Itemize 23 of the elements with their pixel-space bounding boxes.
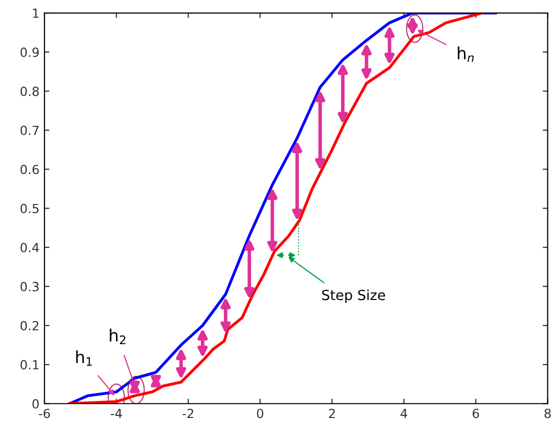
annotation: h$_{2}$: [110, 328, 126, 344]
annotation: h$_{n}$: [458, 46, 474, 62]
x-tick-label: 0: [256, 408, 264, 418]
x-tick-label: 6: [472, 408, 479, 418]
x-tick-label: 8: [544, 408, 551, 418]
y-tick-label: 0: [32, 399, 39, 409]
y-tick-label: 0.2: [20, 320, 38, 330]
y-tick-label: 0.8: [20, 86, 39, 96]
y-tick-label: 0.6: [20, 164, 39, 174]
x-tick-label: -6: [38, 408, 50, 418]
y-tick-label: 0.7: [20, 126, 39, 136]
y-tick-label: 0.4: [20, 242, 39, 252]
y-tick-label: 0.5: [20, 204, 39, 214]
x-tick-label: 4: [400, 408, 408, 418]
y-tick-label: 1: [33, 8, 38, 18]
x-tick-label: -2: [182, 408, 194, 418]
y-tick-label: 0.3: [20, 282, 39, 292]
y-tick-label: 0.9: [20, 48, 39, 58]
x-tick-label: 2: [328, 408, 335, 418]
x-tick-label: -4: [110, 408, 122, 418]
y-tick-label: 0.1: [20, 360, 38, 370]
annotation: Step Size: [322, 289, 386, 303]
annotation: h$_{1}$: [76, 350, 92, 366]
